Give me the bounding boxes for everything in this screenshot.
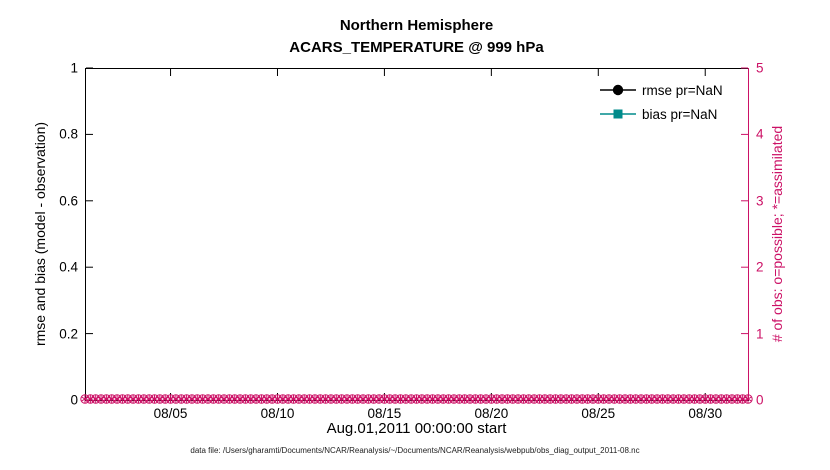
x-tick-label: 08/25	[581, 406, 616, 421]
x-tick-label: 08/20	[474, 406, 509, 421]
chart-title: Northern Hemisphere	[339, 17, 494, 34]
data-file-caption: data file: /Users/gharamti/Documents/NCA…	[190, 446, 640, 455]
obs-markers	[80, 394, 753, 404]
right-y-axis-label: # of obs: o=possible; *=assimilated	[769, 125, 785, 343]
y-tick-label-left: 1	[70, 60, 78, 76]
y-tick-label-right: 5	[756, 60, 764, 76]
legend: rmse pr=NaN bias pr=NaN	[598, 79, 723, 125]
chart-subtitle: ACARS_TEMPERATURE @ 999 hPa	[289, 39, 544, 56]
x-tick-label: 08/05	[153, 406, 188, 421]
legend-item-bias: bias pr=NaN	[598, 103, 723, 125]
x-tick-label: 08/10	[260, 406, 295, 421]
x-axis-label: Aug.01,2011 00:00:00 start	[326, 420, 507, 437]
y-tick-label-right: 3	[756, 193, 764, 209]
x-tick-label: 08/30	[688, 406, 723, 421]
left-y-axis-label: rmse and bias (model - observation)	[32, 121, 48, 347]
y-tick-label-right: 4	[756, 126, 764, 142]
y-tick-label-right: 2	[756, 259, 764, 275]
y-tick-label-left: 0	[70, 392, 78, 408]
y-tick-label-left: 0.8	[59, 126, 78, 142]
legend-item-rmse: rmse pr=NaN	[598, 79, 723, 101]
rmse-line-marker-icon	[600, 84, 636, 96]
y-tick-label-left: 0.4	[59, 259, 78, 275]
x-tick-label: 08/15	[367, 406, 402, 421]
y-tick-label-right: 1	[756, 326, 764, 342]
bias-line-marker-icon	[600, 109, 636, 119]
y-tick-label-left: 0.2	[59, 326, 78, 342]
legend-label-rmse: rmse pr=NaN	[642, 82, 723, 98]
y-tick-label-right: 0	[756, 392, 764, 408]
y-tick-label-left: 0.6	[59, 193, 78, 209]
legend-label-bias: bias pr=NaN	[642, 106, 718, 122]
